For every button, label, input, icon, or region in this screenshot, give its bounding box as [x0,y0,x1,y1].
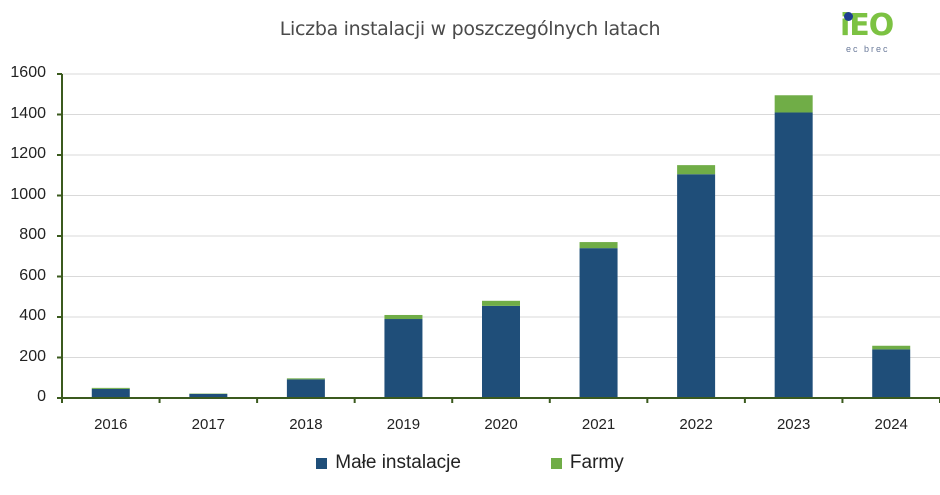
bar-segment [482,305,520,398]
y-tick-label: 800 [19,226,46,243]
logo-dot-icon [844,12,853,21]
legend-item-male-instalacje: Małe instalacje [316,452,461,474]
y-tick-label: 1600 [10,64,46,81]
ieo-logo: iEO ec brec [836,6,916,56]
bar-segment [677,174,716,398]
legend-label: Farmy [569,452,624,473]
bar-segment [872,349,911,398]
bar-segment [286,378,325,380]
bar-segment [579,242,618,249]
legend: Małe instalacje Farmy [0,452,940,474]
y-tick-label: 1200 [10,145,46,162]
y-tick-label: 200 [19,347,46,365]
chart-plot-area [57,73,940,403]
chart-title: Liczba instalacji w poszczególnych latac… [279,18,661,40]
legend-swatch-blue [316,457,328,469]
y-tick-label: 0 [37,388,46,405]
x-tick-label: 2016 [94,416,128,433]
x-tick-label: 2023 [776,416,811,433]
x-tick-label: 2021 [581,416,616,433]
bar-segment [91,387,130,389]
y-tick-label: 1000 [10,185,46,203]
x-tick-label: 2020 [484,416,518,433]
bar-segment [286,379,325,398]
bar-segment [91,388,130,398]
x-tick-label: 2017 [191,416,226,433]
x-tick-label: 2019 [386,416,421,433]
logo-subtext: ec brec [846,44,890,54]
legend-swatch-green [550,457,562,469]
bar-segment [677,165,716,175]
legend-label: Małe instalacje [335,452,461,473]
bar-segment [384,319,423,398]
bar-segment [482,300,520,306]
y-tick-label: 600 [19,266,46,284]
x-tick-label: 2022 [679,416,713,433]
y-tick-label: 400 [19,307,46,324]
x-tick-label: 2024 [874,416,908,433]
bar-segment [384,314,423,320]
y-tick-label: 1400 [10,104,46,122]
bar-segment [579,248,618,398]
x-tick-label: 2018 [289,416,323,433]
legend-item-farmy: Farmy [550,452,624,474]
bar-segment [189,393,228,398]
bar-segment [872,345,911,350]
bar-segment [774,112,813,398]
bar-segment [774,95,813,113]
